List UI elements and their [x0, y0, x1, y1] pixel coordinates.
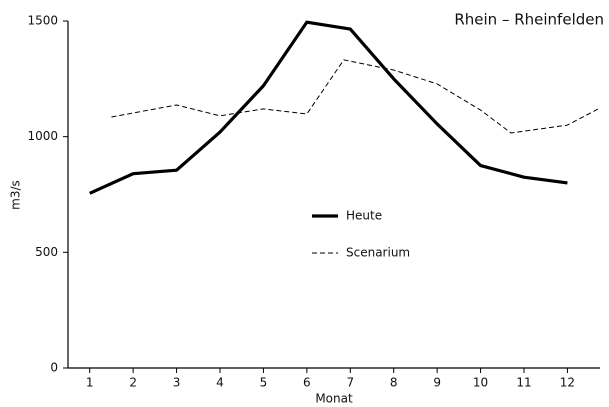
x-tick-label: 5: [260, 376, 268, 390]
y-tick-label: 0: [50, 361, 58, 375]
legend-label: Scenarium: [346, 246, 410, 260]
x-tick-label: 11: [516, 376, 531, 390]
x-tick-label: 10: [473, 376, 488, 390]
y-tick-label: 500: [35, 245, 58, 259]
x-tick-label: 3: [173, 376, 181, 390]
chart-title: Rhein – Rheinfelden: [454, 11, 604, 29]
x-tick-label: 9: [433, 376, 441, 390]
y-tick-label: 1000: [27, 129, 58, 143]
x-axis-label: Monat: [315, 392, 353, 406]
x-tick-label: 12: [560, 376, 575, 390]
data-line: [111, 59, 601, 134]
y-axis-label: m3/s: [9, 180, 23, 210]
y-tick-label: 1500: [27, 14, 58, 28]
x-tick-label: 6: [303, 376, 311, 390]
x-tick-label: 2: [129, 376, 137, 390]
legend-label: Heute: [346, 209, 382, 223]
x-tick-label: 7: [346, 376, 354, 390]
x-tick-label: 1: [86, 376, 94, 390]
data-line: [89, 20, 568, 195]
x-tick-label: 4: [216, 376, 224, 390]
x-tick-label: 8: [390, 376, 398, 390]
